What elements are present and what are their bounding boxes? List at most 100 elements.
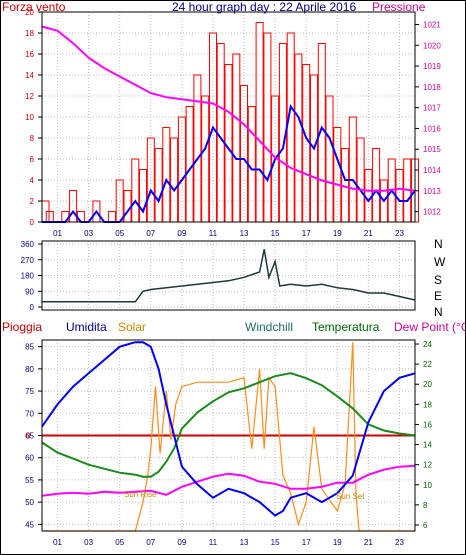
wind-bar	[286, 32, 295, 223]
mid-chart: 0 90 180 270 360 N W S E N	[21, 237, 446, 319]
top-left-tick-label: 6	[30, 155, 35, 164]
top-grid	[42, 11, 415, 223]
bottom-x-tick: 19	[333, 538, 342, 547]
bottom-left-tick-label: 50	[25, 498, 34, 507]
dewpoint-line	[41, 464, 416, 497]
wind-bar	[131, 158, 140, 223]
wind-bar	[107, 211, 116, 223]
bottom-x-tick: 01	[53, 538, 62, 547]
wind-bar	[139, 169, 147, 223]
top-right-tick-label: 1013	[423, 187, 441, 196]
chart-title: 24 hour graph day : 22 Aprile 2016	[172, 0, 356, 14]
top-chart: Forza vento 24 hour graph day : 22 April…	[2, 0, 441, 238]
wind-bar	[69, 190, 78, 223]
mid-grid	[42, 241, 415, 310]
bottom-right-tick-label: 22	[423, 360, 432, 369]
temperature-line	[41, 372, 416, 478]
humidity-line	[41, 341, 416, 517]
wind-bar	[263, 32, 272, 223]
top-left-tick-label: 20	[25, 8, 34, 17]
bottom-right-tick-label: 20	[423, 380, 432, 389]
wind-bar	[224, 64, 233, 223]
bottom-left-tick-label: 55	[25, 476, 34, 485]
bottom-axes: 01 03 05 07 09 11 13 15 17 19 21 234550556065707580…	[25, 340, 432, 547]
mid-series	[42, 249, 416, 303]
bottom-x-tick: 21	[364, 538, 373, 547]
bottom-x-tick: 13	[240, 538, 249, 547]
bottom-x-tick: 03	[84, 538, 93, 547]
top-right-tick-label: 1015	[423, 145, 441, 154]
wind-bar	[216, 43, 225, 223]
bottom-x-tick: 23	[395, 538, 404, 547]
wind-bar	[348, 116, 357, 223]
top-x-tick: 01	[53, 229, 62, 238]
top-left-tick-label: 4	[30, 176, 35, 185]
mid-tick-label: 180	[21, 272, 35, 281]
bottom-right-tick-label: 16	[423, 420, 432, 429]
bottom-left-tick-label: 85	[25, 343, 34, 352]
legend-temperature: Temperatura	[312, 320, 380, 334]
bottom-chart: Pioggia Umidita Solar Windchill Temperat…	[2, 320, 466, 547]
bottom-series	[41, 341, 416, 532]
top-left-tick-label: 8	[30, 134, 35, 143]
top-left-tick-label: 14	[25, 71, 34, 80]
mid-axes: 0 90 180 270 360	[21, 240, 42, 312]
top-x-tick: 03	[84, 229, 93, 238]
wind-bar	[45, 211, 54, 223]
bottom-right-tick-label: 14	[423, 441, 432, 450]
wind-bar	[193, 74, 202, 223]
bottom-right-tick-label: 10	[423, 481, 432, 490]
direction-label-n-top: N	[434, 237, 443, 251]
mid-tick-label: 360	[21, 240, 35, 249]
top-right-tick-label: 1019	[423, 62, 441, 71]
bottom-x-tick: 05	[115, 538, 124, 547]
direction-label-w: W	[434, 255, 446, 269]
top-left-tick-label: 0	[30, 218, 35, 227]
bottom-x-tick: 07	[146, 538, 155, 547]
top-right-tick-label: 1017	[423, 104, 441, 113]
bottom-right-tick-label: 12	[423, 461, 432, 470]
top-right-tick-label: 1018	[423, 83, 441, 92]
bottom-right-tick-label: 18	[423, 400, 432, 409]
bottom-x-tick: 11	[209, 538, 218, 547]
top-x-tick: 15	[271, 229, 280, 238]
wind-bar	[372, 148, 381, 223]
top-x-tick: 23	[395, 229, 404, 238]
top-x-tick: 13	[240, 229, 249, 238]
top-right-tick-label: 1016	[423, 124, 441, 133]
wind-bar	[154, 148, 163, 223]
top-x-tick: 09	[177, 229, 186, 238]
bottom-right-tick-label: 24	[423, 340, 432, 349]
direction-label-s: S	[434, 273, 442, 287]
top-series	[41, 22, 419, 223]
bottom-left-tick-label: 80	[25, 365, 34, 374]
top-x-tick: 21	[364, 229, 373, 238]
top-left-tick-label: 12	[25, 92, 34, 101]
direction-line	[42, 249, 416, 303]
bottom-left-tick-label: 45	[25, 520, 34, 529]
legend-rain: Pioggia	[2, 320, 42, 334]
wind-bar	[255, 22, 264, 223]
rain-tick-label: 0	[26, 432, 31, 441]
top-x-tick: 07	[146, 229, 155, 238]
bottom-x-tick: 09	[177, 538, 186, 547]
pressure-axis-label: Pressione	[372, 0, 426, 14]
bottom-left-tick-label: 65	[25, 432, 34, 441]
top-right-tick-label: 1020	[423, 41, 441, 50]
legend-solar: Solar	[118, 320, 146, 334]
mid-tick-label: 270	[21, 256, 35, 265]
mid-tick-label: 90	[25, 287, 34, 296]
direction-label-n-bottom: N	[434, 305, 443, 319]
gust-line	[42, 104, 416, 223]
bottom-right-tick-label: 6	[423, 521, 428, 530]
top-right-tick-label: 1014	[423, 166, 441, 175]
bottom-left-tick-label: 75	[25, 387, 34, 396]
top-left-tick-label: 18	[25, 29, 34, 38]
legend-humidity: Umidita	[66, 320, 107, 334]
mid-tick-label: 0	[30, 303, 35, 312]
top-x-tick: 17	[302, 229, 311, 238]
top-right-tick-label: 1021	[423, 20, 441, 29]
top-x-tick: 11	[209, 229, 218, 238]
wind-bar	[123, 190, 132, 223]
